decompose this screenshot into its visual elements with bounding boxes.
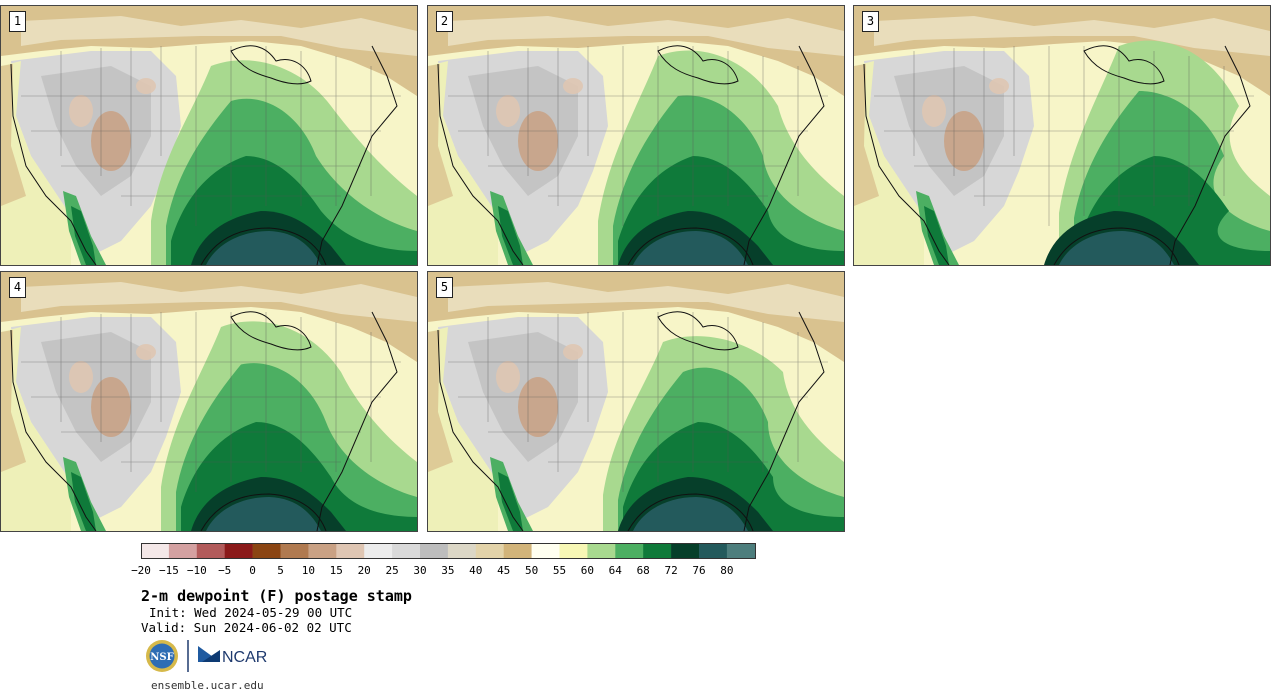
colorbar-tick-label: −20 xyxy=(131,564,151,577)
colorbar-swatch xyxy=(224,543,253,559)
map-svg xyxy=(428,6,844,265)
colorbar-tick-label: 15 xyxy=(329,564,343,577)
map-svg xyxy=(1,272,417,531)
init-time: Init: Wed 2024-05-29 00 UTC xyxy=(149,605,353,620)
colorbar-swatch xyxy=(671,543,700,559)
colorbar-tick-label: 60 xyxy=(580,564,595,577)
colorbar-swatch xyxy=(364,543,393,559)
colorbar xyxy=(141,543,756,559)
colorbar-tick-label: −5 xyxy=(218,564,232,577)
colorbar-tick-label: −15 xyxy=(158,564,179,577)
colorbar-swatch xyxy=(587,543,616,559)
stamp-panel-3: 3 xyxy=(853,5,1271,266)
colorbar-tick-label: 0 xyxy=(249,564,256,577)
colorbar-border xyxy=(141,543,756,559)
colorbar-tick-label: −10 xyxy=(186,564,207,577)
colorbar-tick-label: 10 xyxy=(301,564,316,577)
dewpoint-map xyxy=(1,6,417,265)
ncar-logo-text: NCAR xyxy=(222,649,267,666)
colorbar-tick-label: 5 xyxy=(277,564,284,577)
colorbar-tick-label: 40 xyxy=(469,564,483,577)
colorbar-tick-label: 35 xyxy=(441,564,455,577)
colorbar-tick-label: 30 xyxy=(413,564,427,577)
colorbar-swatch xyxy=(392,543,421,559)
colorbar-tick-label: 55 xyxy=(552,564,567,577)
colorbar-tick-label: 45 xyxy=(497,564,511,577)
colorbar-tick-label: 25 xyxy=(385,564,399,577)
stamp-panel-1: 1 xyxy=(0,5,418,266)
stamp-panel-5: 5 xyxy=(427,271,845,532)
logos: NSF NCAR xyxy=(146,640,267,672)
valid-time: Valid: Sun 2024-06-02 02 UTC xyxy=(141,620,352,635)
colorbar-swatch xyxy=(475,543,504,559)
colorbar-swatch xyxy=(141,543,170,559)
colorbar-tick-label: 72 xyxy=(664,564,678,577)
dewpoint-map xyxy=(854,6,1270,265)
colorbar-tick-label: 64 xyxy=(608,564,622,577)
panel-number-label: 2 xyxy=(436,11,453,32)
colorbar-swatch xyxy=(726,543,756,559)
dewpoint-map xyxy=(428,6,844,265)
colorbar-swatch xyxy=(336,543,365,559)
colorbar-tick-label: 76 xyxy=(692,564,706,577)
colorbar-swatch xyxy=(643,543,672,559)
colorbar-swatch xyxy=(447,543,477,559)
plot-title: 2-m dewpoint (F) postage stamp xyxy=(141,587,412,605)
colorbar-swatch xyxy=(196,543,225,559)
colorbar-swatch xyxy=(699,543,728,559)
colorbar-swatch xyxy=(503,543,532,559)
panel-number-label: 5 xyxy=(436,277,453,298)
map-svg xyxy=(1,6,417,265)
colorbar-swatch xyxy=(308,543,337,559)
colorbar-swatch xyxy=(280,543,309,559)
ncar-logo: NCAR xyxy=(198,646,267,666)
colorbar-tick-label: 80 xyxy=(720,564,734,577)
map-svg xyxy=(854,6,1270,265)
colorbar-swatch xyxy=(531,543,560,559)
website-url: ensemble.ucar.edu xyxy=(151,679,264,692)
panel-number-label: 1 xyxy=(9,11,26,32)
dewpoint-map xyxy=(428,272,844,531)
nsf-logo-text: NSF xyxy=(150,652,173,663)
colorbar-swatch xyxy=(559,543,588,559)
colorbar-tick-label: 20 xyxy=(357,564,371,577)
colorbar-swatch xyxy=(168,543,198,559)
colorbar-tick-label: 68 xyxy=(636,564,650,577)
dewpoint-map xyxy=(1,272,417,531)
panel-number-label: 4 xyxy=(9,277,26,298)
nsf-logo: NSF xyxy=(146,640,178,672)
stamp-panel-4: 4 xyxy=(0,271,418,532)
colorbar-swatch xyxy=(420,543,449,559)
colorbar-swatch xyxy=(252,543,281,559)
colorbar-tick-label: 50 xyxy=(524,564,539,577)
colorbar-swatch xyxy=(615,543,644,559)
panel-number-label: 3 xyxy=(862,11,879,32)
map-svg xyxy=(428,272,844,531)
stamp-panel-2: 2 xyxy=(427,5,845,266)
